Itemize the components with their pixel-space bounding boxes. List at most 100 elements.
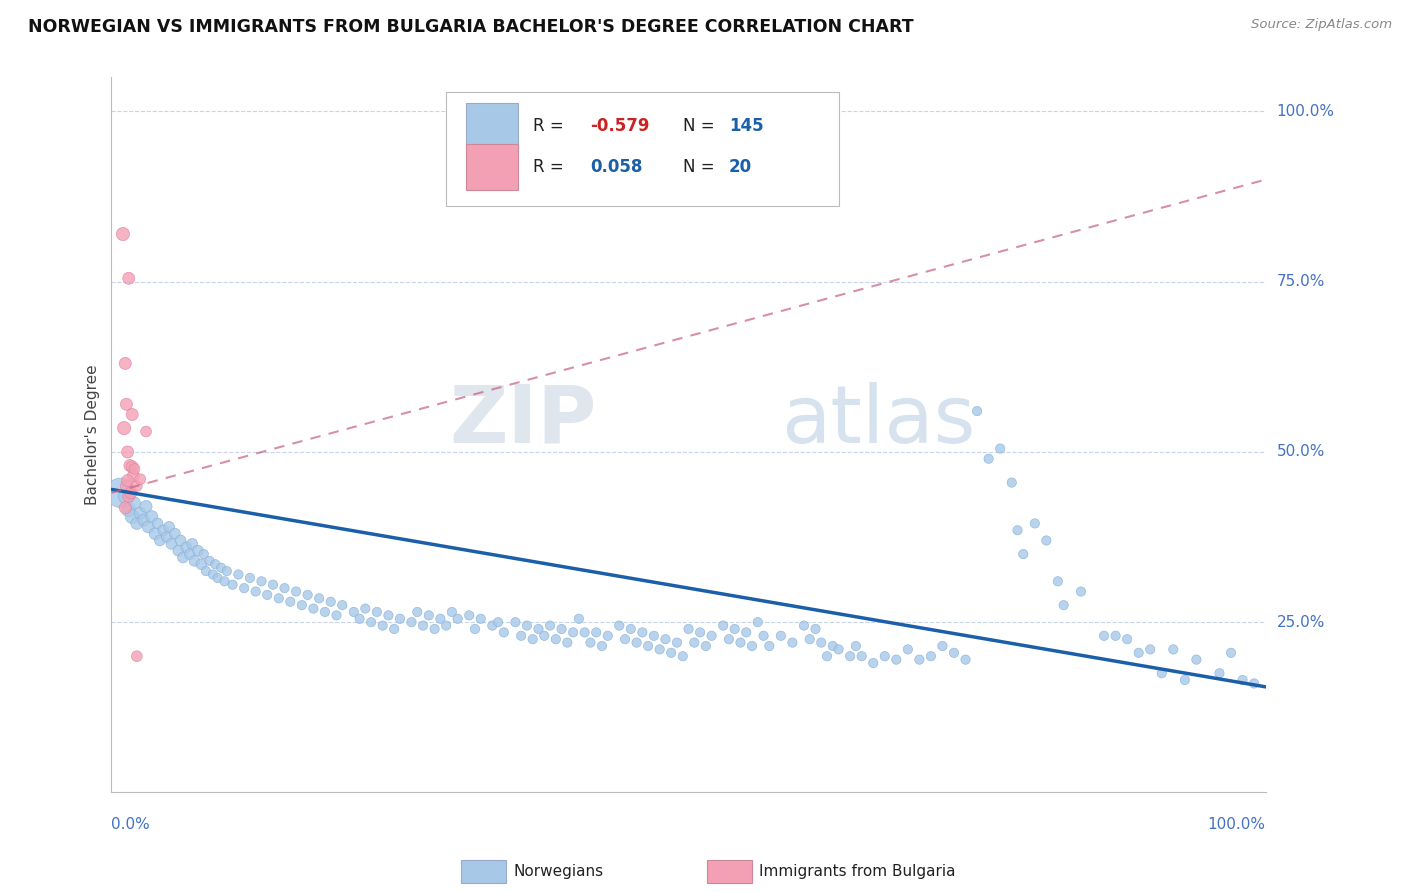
Point xyxy=(724,622,747,636)
Point xyxy=(308,591,330,606)
Point xyxy=(648,642,671,657)
Text: 100.0%: 100.0% xyxy=(1208,817,1265,832)
Point xyxy=(157,520,180,534)
Point xyxy=(1163,642,1185,657)
Point xyxy=(314,605,336,619)
Point xyxy=(215,564,238,578)
Point xyxy=(135,425,157,439)
Point xyxy=(711,618,734,632)
Point xyxy=(291,598,314,612)
Point xyxy=(665,635,688,649)
Point xyxy=(160,537,183,551)
Point xyxy=(557,635,579,649)
Point xyxy=(239,571,262,585)
Point xyxy=(1185,652,1208,666)
Point xyxy=(966,404,988,418)
Point xyxy=(371,618,394,632)
Text: 75.0%: 75.0% xyxy=(1277,274,1324,289)
Point xyxy=(683,635,706,649)
Point xyxy=(149,533,172,548)
Point xyxy=(201,567,224,582)
Point xyxy=(114,356,136,370)
Point xyxy=(135,500,157,514)
Text: Source: ZipAtlas.com: Source: ZipAtlas.com xyxy=(1251,18,1392,31)
Point xyxy=(1070,584,1092,599)
Point xyxy=(793,618,815,632)
Point xyxy=(908,652,931,666)
Text: 100.0%: 100.0% xyxy=(1277,104,1334,119)
Point xyxy=(533,629,555,643)
Point xyxy=(884,652,907,666)
Point xyxy=(977,451,1000,466)
Point xyxy=(423,622,446,636)
Point xyxy=(659,646,682,660)
Point xyxy=(193,547,215,561)
Point xyxy=(747,615,769,630)
Point xyxy=(111,227,134,241)
Point xyxy=(637,639,659,653)
Point xyxy=(302,601,325,615)
Point xyxy=(1220,646,1243,660)
Point xyxy=(163,526,186,541)
Text: 145: 145 xyxy=(728,117,763,135)
Point xyxy=(172,550,194,565)
Point xyxy=(354,601,377,615)
Point xyxy=(377,608,399,623)
Text: NORWEGIAN VS IMMIGRANTS FROM BULGARIA BACHELOR'S DEGREE CORRELATION CHART: NORWEGIAN VS IMMIGRANTS FROM BULGARIA BA… xyxy=(28,18,914,36)
Text: Norwegians: Norwegians xyxy=(513,864,603,879)
Point xyxy=(121,509,143,524)
Point xyxy=(401,615,423,630)
Point xyxy=(382,622,405,636)
Point xyxy=(118,503,141,517)
Point xyxy=(429,612,451,626)
Point xyxy=(654,632,676,647)
Point xyxy=(181,537,204,551)
Point xyxy=(115,479,138,493)
Point xyxy=(596,629,619,643)
Point xyxy=(440,605,463,619)
Point xyxy=(862,656,884,670)
Point xyxy=(114,489,136,503)
Point xyxy=(1053,598,1076,612)
Point xyxy=(955,652,977,666)
Y-axis label: Bachelor's Degree: Bachelor's Degree xyxy=(86,365,100,505)
Point xyxy=(574,625,596,640)
Point xyxy=(735,625,758,640)
FancyBboxPatch shape xyxy=(465,144,517,190)
Point xyxy=(214,574,236,589)
Point xyxy=(125,649,148,664)
Point xyxy=(1012,547,1035,561)
Point xyxy=(1232,673,1254,687)
Point xyxy=(752,629,775,643)
Point xyxy=(1046,574,1069,589)
Point xyxy=(434,618,457,632)
Point xyxy=(1104,629,1126,643)
Point xyxy=(1035,533,1057,548)
Point xyxy=(758,639,780,653)
Point xyxy=(169,533,191,548)
Text: 50.0%: 50.0% xyxy=(1277,444,1324,459)
Point xyxy=(516,618,538,632)
Point xyxy=(273,581,295,595)
Point xyxy=(607,618,630,632)
Point xyxy=(827,642,849,657)
Point xyxy=(931,639,953,653)
Point xyxy=(124,462,146,476)
Point xyxy=(1024,516,1046,531)
Text: 25.0%: 25.0% xyxy=(1277,615,1324,630)
Point xyxy=(769,629,792,643)
Text: 0.058: 0.058 xyxy=(591,158,643,176)
Point xyxy=(121,408,143,422)
Point xyxy=(117,474,139,488)
Point xyxy=(343,605,366,619)
Point xyxy=(579,635,602,649)
FancyBboxPatch shape xyxy=(465,103,517,149)
Point xyxy=(1243,676,1265,690)
Point xyxy=(626,635,648,649)
Point xyxy=(486,615,509,630)
Point xyxy=(568,612,591,626)
FancyBboxPatch shape xyxy=(446,92,838,206)
Point xyxy=(464,622,486,636)
Point xyxy=(129,506,152,520)
Point xyxy=(118,458,141,473)
